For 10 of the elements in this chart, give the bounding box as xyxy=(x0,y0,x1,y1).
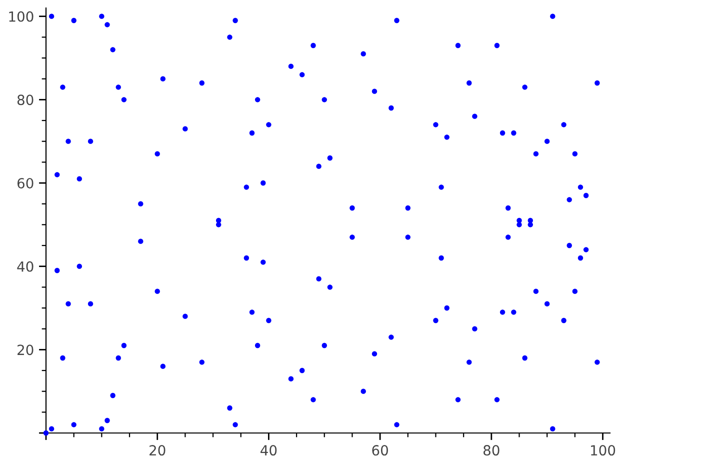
x-tick-label: 80 xyxy=(484,445,500,456)
y-tick-label: 100 xyxy=(9,11,34,22)
x-tick-label: 40 xyxy=(260,445,277,456)
y-tick-label: 80 xyxy=(17,94,34,106)
y-tick-label: 60 xyxy=(17,178,34,188)
x-tick-label: 60 xyxy=(372,445,388,456)
x-tick-label: 100 xyxy=(591,445,616,456)
y-tick-label: 40 xyxy=(17,261,34,272)
y-tick-label: 20 xyxy=(18,344,34,356)
x-tick-label: 20 xyxy=(150,445,166,456)
